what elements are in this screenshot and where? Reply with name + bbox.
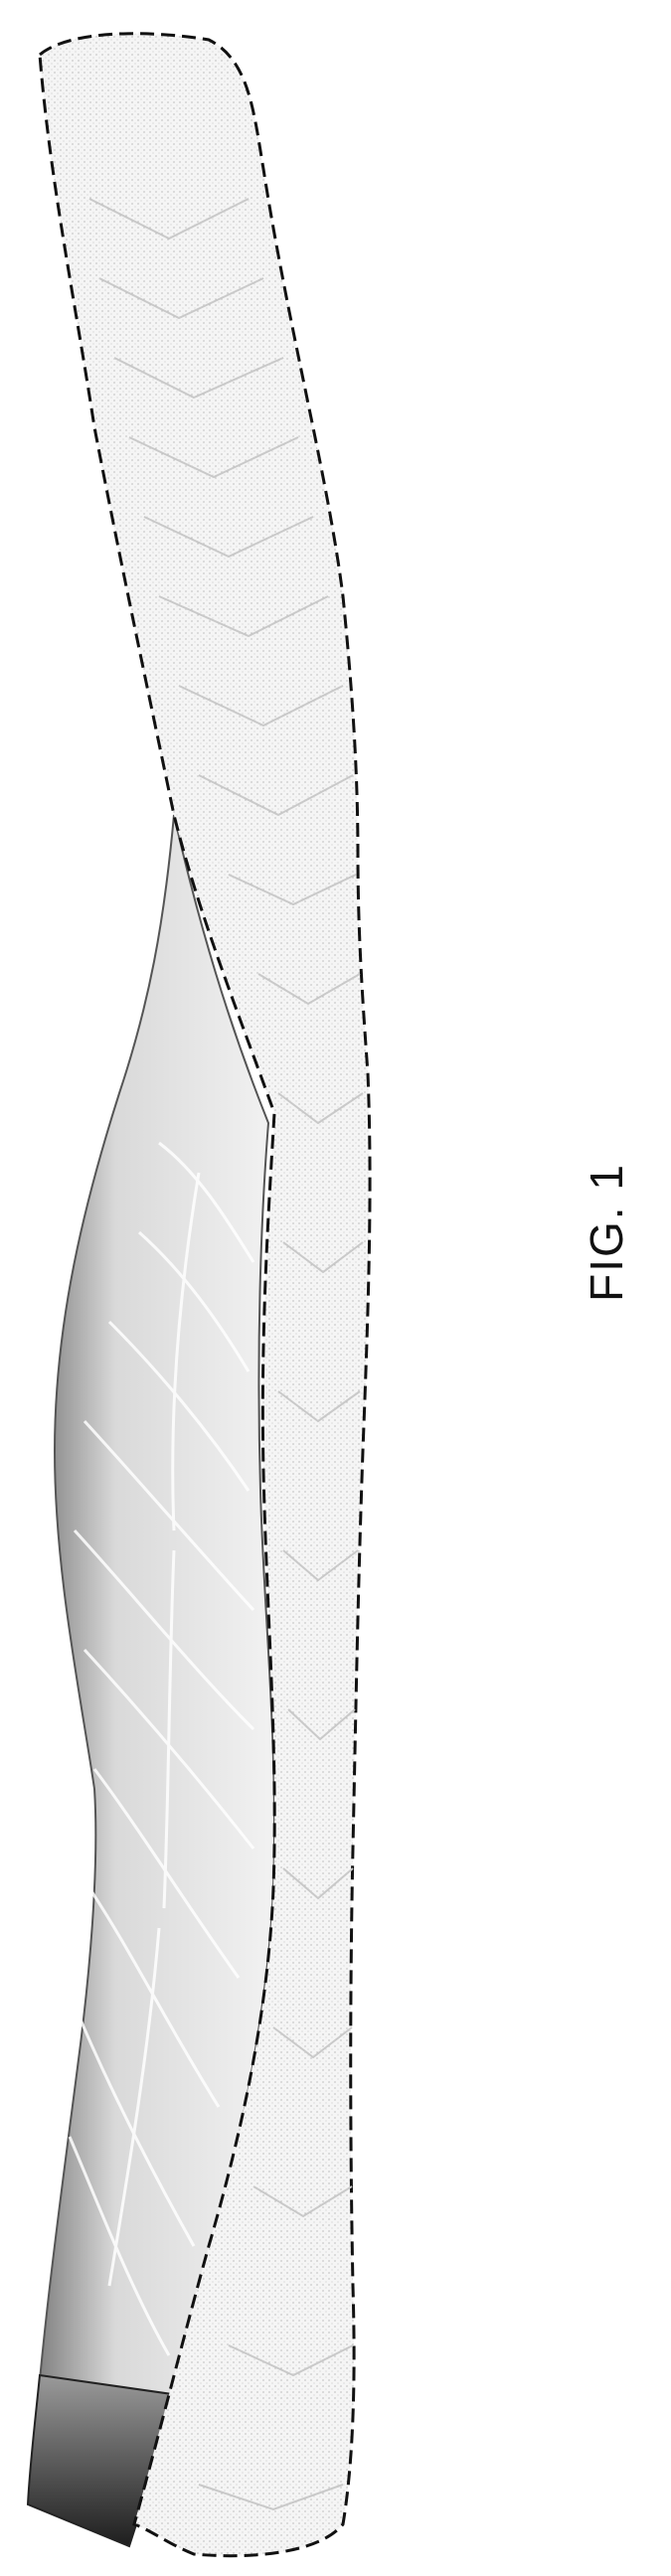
figure-label: FIG. 1 [580, 1163, 633, 1302]
